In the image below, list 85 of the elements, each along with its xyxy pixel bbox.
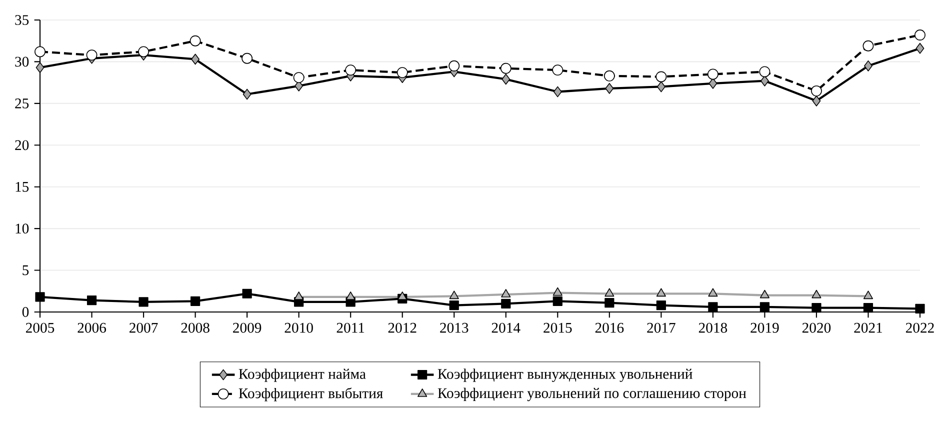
point [396, 67, 408, 78]
point [864, 60, 872, 72]
point [604, 70, 615, 82]
point [86, 50, 98, 61]
point [708, 288, 718, 297]
x-tick-label: 2009 [233, 322, 262, 333]
x-tick-label: 2011 [336, 322, 364, 333]
x-tick-label: 2018 [698, 322, 728, 333]
point [500, 62, 512, 74]
point [863, 290, 874, 300]
point [552, 287, 562, 296]
point [294, 292, 304, 300]
point [190, 296, 200, 306]
point [656, 300, 666, 310]
point [656, 81, 666, 92]
point [915, 304, 925, 314]
point [345, 64, 356, 76]
x-tick-label: 2017 [647, 322, 676, 333]
point [605, 82, 614, 94]
x-tick-label: 2007 [130, 322, 158, 333]
point [759, 66, 770, 78]
point [552, 64, 564, 76]
point [707, 68, 718, 80]
x-tick-label: 2012 [388, 322, 416, 333]
x-tick-label: 2014 [492, 322, 520, 333]
x-tick-label: 2019 [750, 322, 779, 333]
x-tick-label: 2005 [26, 322, 54, 333]
y-tick-label: 15 [16, 182, 29, 192]
point [242, 52, 253, 64]
point [293, 72, 304, 84]
y-tick-label: 35 [15, 15, 29, 25]
point [138, 46, 150, 58]
y-tick-label: 20 [15, 140, 29, 150]
x-tick-label: 2015 [544, 322, 572, 333]
x-tick-label: 2010 [284, 322, 313, 333]
point [86, 296, 97, 306]
y-tick-label: 10 [16, 224, 29, 234]
point [708, 302, 718, 312]
point [552, 296, 562, 306]
point [812, 290, 822, 298]
legend-label: Коэффициент выбытия [238, 388, 383, 402]
x-tick-label: 2022 [906, 322, 934, 333]
x-tick-label: 2021 [854, 322, 882, 333]
y-tick-label: 25 [15, 98, 29, 108]
x-tick-label: 2008 [181, 322, 210, 333]
x-tick-label: 2016 [595, 322, 624, 333]
y-tick-label: 0 [22, 307, 29, 317]
legend-label: Коэффициент найма [238, 368, 366, 382]
point [553, 86, 562, 98]
point [449, 300, 459, 310]
point [863, 303, 874, 313]
legend-label: Коэффициент вынужденных увольнений [438, 368, 692, 382]
point [242, 88, 252, 100]
point [35, 292, 45, 302]
point [398, 292, 408, 300]
point [138, 297, 148, 307]
point [656, 71, 667, 82]
point [242, 288, 252, 298]
point [812, 95, 821, 106]
point [916, 42, 924, 54]
point [448, 60, 460, 72]
point [502, 74, 510, 85]
legend-label: Коэффициент увольнений по соглашению сторон [438, 388, 746, 402]
point [604, 288, 614, 297]
point [812, 303, 822, 313]
point [760, 290, 770, 298]
point [862, 40, 874, 52]
point [760, 302, 770, 312]
point [36, 62, 44, 74]
x-tick-label: 2020 [802, 322, 831, 333]
point [656, 288, 666, 297]
point [191, 54, 200, 65]
point [604, 298, 614, 308]
point [501, 298, 511, 308]
point [34, 46, 46, 58]
point [190, 35, 201, 46]
point [811, 85, 822, 96]
y-tick-label: 5 [22, 265, 29, 276]
y-tick-label: 30 [15, 56, 29, 67]
point [501, 289, 511, 298]
x-tick-label: 2013 [440, 322, 468, 333]
point [449, 290, 459, 300]
x-tick-label: 2006 [78, 322, 106, 333]
point [914, 30, 926, 40]
point [346, 292, 356, 300]
